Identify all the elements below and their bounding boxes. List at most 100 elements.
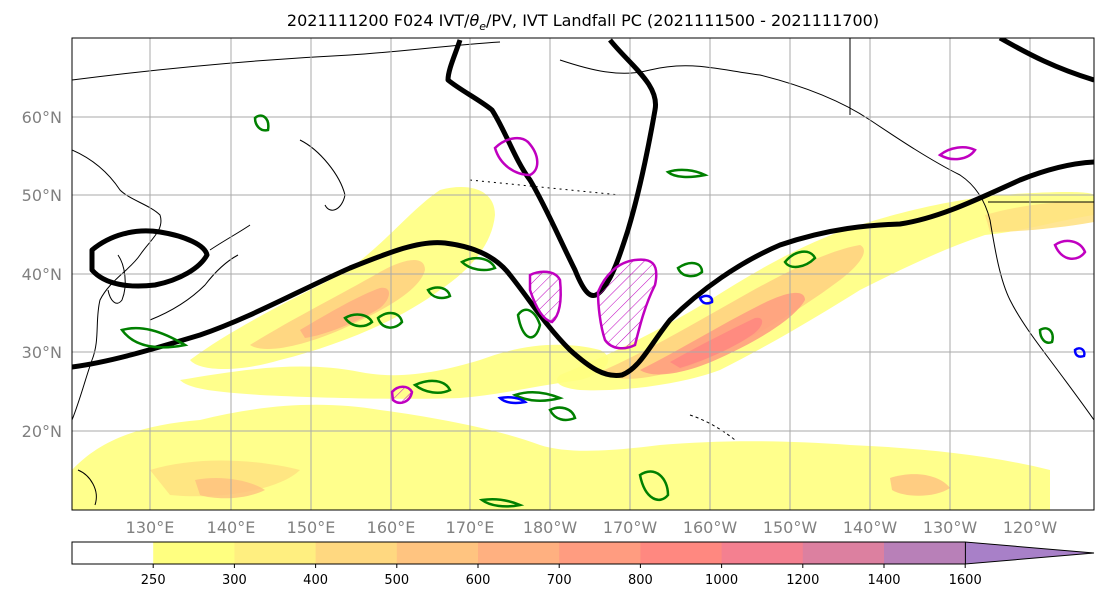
pv-contour [783,250,817,269]
theta-e-main-contour [72,159,1094,379]
lon-label: 170°W [603,518,658,537]
coastlines [72,38,1094,506]
colorbar-segment [72,542,154,564]
map-panel [72,38,1094,510]
pv-contour [665,168,709,179]
pv-contour [548,406,577,422]
pv-contour [638,470,670,501]
landfall-pc-contours [390,136,1087,404]
pv-contour [253,114,270,132]
ivt-band-southern-core [195,478,265,499]
gridlines [72,38,1094,510]
colorbar-segment [396,542,479,564]
theta-e-closed-asia [89,228,210,289]
lon-label: 140°W [843,518,898,537]
landfall-pc-east-1 [937,146,977,161]
colorbar-segment [153,542,235,564]
ivt-band-mid [180,344,609,399]
coast-japan [149,224,251,321]
hawaii-islands [689,414,736,441]
lon-label: 160°E [367,518,416,537]
pv-contour [426,286,452,300]
lon-label: 170°E [446,518,495,537]
lat-label: 30°N [22,343,62,362]
pv-contour [511,390,564,402]
coast-north-america [989,219,1094,421]
pv-contour [376,311,404,329]
lon-label: 180°W [523,518,578,537]
colorbar-segment [234,542,317,564]
ivt-river-east-inner [600,245,864,379]
colorbar-tick-label: 500 [384,573,409,588]
colorbar-segment [802,542,885,564]
lon-label: 150°W [763,518,818,537]
map-frame [71,37,1095,511]
pv-contour [119,326,189,349]
colorbar-extend-arrow [964,541,1095,565]
pv-contour [459,256,497,272]
ivt-southeast-core [890,474,950,496]
ivt-river-east-peak [670,317,763,368]
theta-e-contours [72,38,1094,379]
colorbar-segment [884,542,966,564]
colorbar-segment [478,542,560,564]
lon-label: 130°E [126,518,175,537]
colorbar-tick-label: 1000 [705,573,738,588]
lon-label: 120°W [1003,518,1058,537]
colorbar-segment [559,542,641,564]
colorbar-tick-label: 1600 [949,573,982,588]
landfall-pc-subtropic [390,385,414,404]
colorbar-tick-label: 300 [222,573,247,588]
pv-contour [676,261,704,278]
lat-label: 60°N [22,108,62,127]
coast-korea [107,254,126,304]
landfall-pc-east-2 [1053,239,1087,260]
philippines [77,469,97,506]
pv-negative-contour [1073,347,1086,358]
longitude-labels: 130°E 140°E 150°E 160°E 170°E 180°W 170°… [126,518,1058,537]
landfall-pc-north [493,136,539,177]
colorbar-tick-label: 400 [303,573,328,588]
lon-label: 160°W [683,518,738,537]
coast-asia [72,149,162,421]
colorbar-tick-label: 1400 [867,573,900,588]
pv-contour [343,313,374,328]
ivt-northeast-tongue [985,201,1094,232]
map-title: 2021111200 F024 IVT/θe/PV, IVT Landfall … [287,11,879,33]
colorbar-tick-label: 1200 [786,573,819,588]
ivt-river-west-core [300,287,389,338]
ivt-shading [72,187,1094,510]
landfall-pc-main [596,258,658,350]
pv-contour [516,308,542,339]
canada-border [849,38,1094,203]
lon-label: 130°W [923,518,978,537]
colorbar-tick-label: 600 [466,573,491,588]
ivt-colorbar: 250 300 400 500 600 700 800 1000 1200 1400 1600 [71,541,1095,588]
pv-contours [119,114,1054,508]
landfall-pc-west [528,270,562,324]
colorbar-tick-label: 800 [628,573,653,588]
colorbar-segment [721,542,804,564]
ivt-river-west-inner [250,260,425,350]
coast-siberia [72,41,501,81]
theta-e-northeast-corner [998,38,1094,83]
colorbar-tick-label: 250 [141,573,166,588]
lat-label: 40°N [22,265,62,284]
pv-negative-contour [497,395,528,405]
lon-label: 150°E [287,518,336,537]
coast-alaska [559,59,991,221]
theta-e-trough-north [445,38,658,298]
lat-label: 20°N [22,422,62,441]
lat-label: 50°N [22,186,62,205]
pv-negative-contour [698,294,714,305]
colorbar-tick-label: 700 [547,573,572,588]
latitude-labels: 60°N 50°N 40°N 30°N 20°N [22,108,62,441]
pv-negative-contours [497,294,1086,405]
colorbar-segment [640,542,723,564]
colorbar-frame [71,541,966,565]
ivt-river-west [190,187,495,369]
pv-contour [412,379,452,394]
colorbar-segment [315,542,398,564]
pv-contour [478,497,525,508]
coast-aleutians [469,179,621,196]
